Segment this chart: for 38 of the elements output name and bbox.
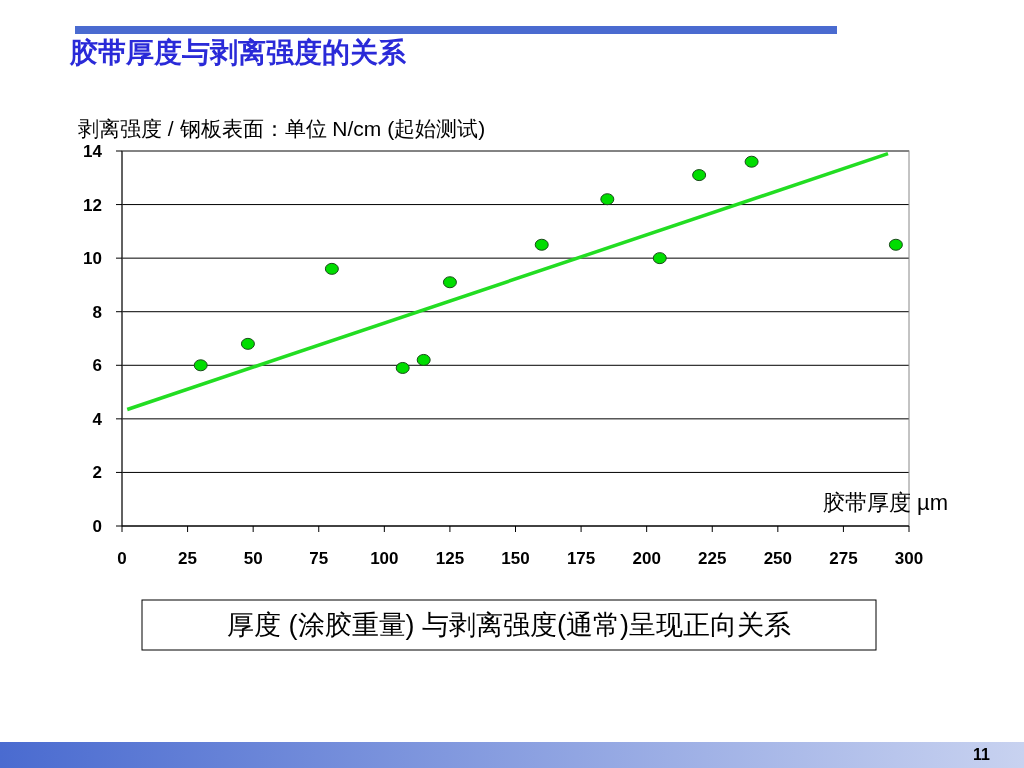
x-tick-label: 225 — [698, 549, 727, 568]
y-axis-title: 剥离强度 / 钢板表面：单位 N/cm (起始测试) — [78, 117, 486, 140]
y-tick-label: 6 — [92, 356, 102, 376]
y-tick-label: 8 — [92, 302, 102, 322]
x-tick-label: 275 — [829, 549, 858, 568]
text: 厚度 (涂胶重量) 与剥离强度(通常)呈现正向关系 — [227, 610, 791, 640]
point — [240, 337, 255, 350]
x-tick-label: 0 — [117, 549, 127, 568]
point — [652, 252, 667, 265]
point — [395, 361, 410, 374]
x-tick-label: 250 — [763, 549, 793, 568]
x-tick-label: 175 — [566, 549, 596, 568]
y-tick-label: 12 — [83, 195, 102, 215]
x-axis-title: 胶带厚度 µm — [822, 490, 948, 515]
y-tick-label: 0 — [92, 516, 102, 536]
x-tick-label: 25 — [178, 549, 198, 568]
point — [193, 359, 208, 372]
text: 11 — [973, 746, 991, 763]
y-tick-label: 10 — [83, 249, 102, 269]
y-tick-label: 2 — [92, 463, 102, 483]
point — [416, 353, 431, 366]
x-tick-label: 150 — [501, 549, 530, 568]
x-tick-label: 50 — [243, 549, 263, 568]
x-tick-label: 125 — [435, 549, 465, 568]
point — [888, 238, 903, 251]
x-tick-label: 100 — [370, 549, 399, 568]
chart-title: 胶带厚度与剥离强度的关系 — [69, 37, 407, 68]
y-tick-label: 4 — [92, 409, 103, 429]
point — [324, 262, 339, 275]
point — [692, 169, 707, 182]
x-tick-label: 300 — [894, 549, 924, 568]
point — [600, 193, 615, 206]
point — [744, 155, 759, 168]
x-tick-label: 75 — [309, 549, 329, 568]
point — [442, 276, 457, 289]
x-tick-label: 200 — [632, 549, 661, 568]
y-tick-label: 14 — [83, 141, 103, 161]
point — [534, 238, 549, 251]
